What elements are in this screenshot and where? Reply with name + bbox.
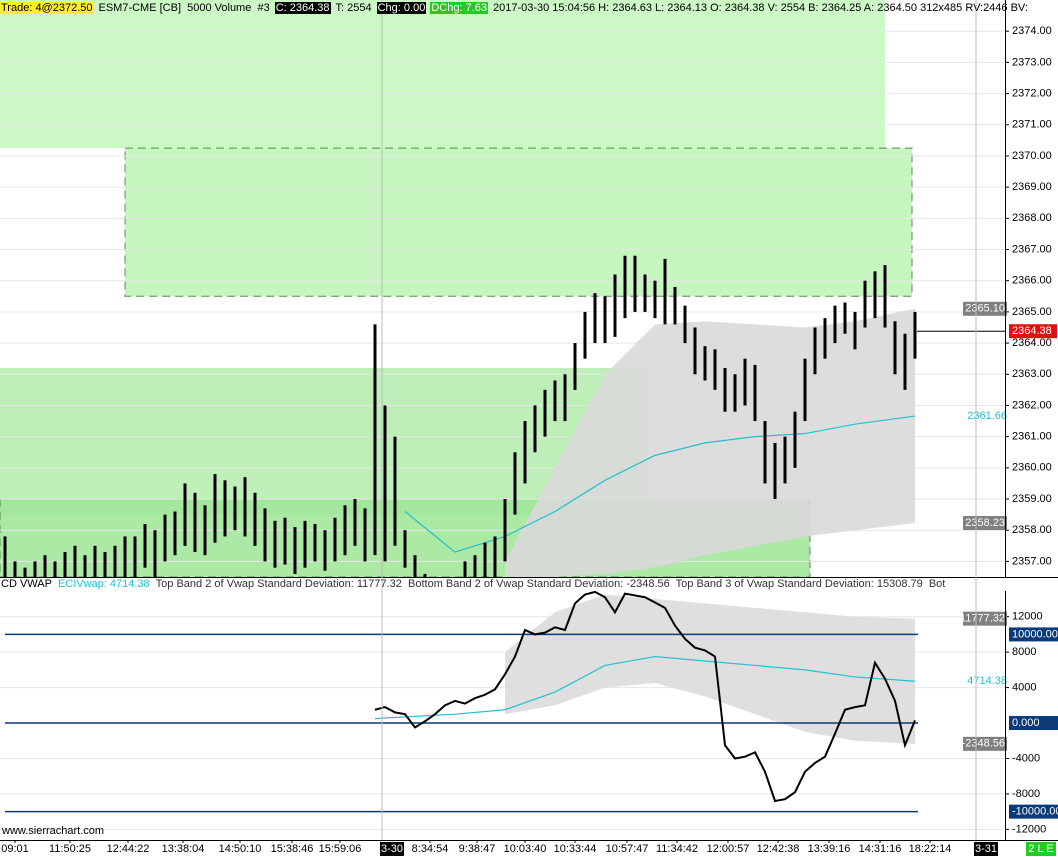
x-tick-label: 12:42:38 <box>757 843 800 855</box>
y-tick-label: 2357.00 <box>1012 555 1052 567</box>
vwap-label: 2361.66 <box>967 410 1007 422</box>
x-tick-label: 10:57:47 <box>606 843 649 855</box>
y-tick-label: 12000 <box>1012 611 1043 623</box>
pane-1 <box>0 591 1005 830</box>
x-tick-label: 14:31:16 <box>859 843 902 855</box>
y-tick-label: 4000 <box>1012 681 1036 693</box>
x-tick-label: 14:50:10 <box>219 843 262 855</box>
vwap-line <box>404 415 916 553</box>
header-item: Chg: 0.00 <box>376 2 427 14</box>
band-box <box>963 301 1007 316</box>
date-tick-label: 3-31 <box>975 843 997 855</box>
x-tick-label: 13:38:04 <box>162 843 205 855</box>
level-box <box>1009 804 1058 819</box>
x-tick-label: 11:50:25 <box>49 843 91 855</box>
status-label: 2 L E <box>1028 843 1053 855</box>
axis-1: 12000 8000 4000 -4000 -8000 -12000 11777.32 100… <box>0 591 1058 856</box>
header-item: DChg: 7.63 <box>430 2 488 14</box>
cumulative-delta <box>374 591 916 803</box>
y-tick-label: -8000 <box>1012 788 1040 800</box>
x-tick-label: 10:33:44 <box>554 843 597 855</box>
last-price-box <box>1009 324 1057 339</box>
x-tick-label: 12:00:57 <box>707 843 750 855</box>
header-item: ECIVwap: 4714.38 <box>57 578 150 590</box>
y-tick-label: 2369.00 <box>1012 181 1052 193</box>
zone <box>0 0 885 149</box>
x-tick-label: 10:03:40 <box>504 843 547 855</box>
price-header: Trade: 4@2372.50 ESM7-CME [CB] 5000 Volum… <box>0 1 1033 15</box>
y-tick-label: 2367.00 <box>1012 243 1052 255</box>
y-tick-label: 2372.00 <box>1012 87 1052 99</box>
date-tick-box <box>974 842 998 856</box>
x-tick-label: 8:34:54 <box>412 843 449 855</box>
level-box <box>1009 627 1058 642</box>
header-item: CD VWAP <box>1 578 52 590</box>
zone <box>124 147 913 297</box>
x-tick-label: 09:01 <box>1 843 29 855</box>
x-tick-label: 12:44:22 <box>107 843 150 855</box>
band-label: 2365.10 <box>965 303 1005 315</box>
band-box <box>963 516 1007 531</box>
date-tick-label: 3-30 <box>381 843 403 855</box>
header-item: 2017-03-30 15:04:56 H: 2364.63 L: 2364.1… <box>492 2 1028 14</box>
y-tick-label: 8000 <box>1012 646 1036 658</box>
y-tick-label: 2362.00 <box>1012 399 1052 411</box>
header-item: Trade: 4@2372.50 <box>0 2 94 14</box>
band-label: -2348.56 <box>962 738 1005 750</box>
y-tick-label: 2365.00 <box>1012 306 1052 318</box>
level-label: 10000.00 <box>1012 628 1058 640</box>
header-item: T: 2554 <box>335 2 372 14</box>
band-box <box>963 611 1007 626</box>
axis-0: 2357.00 2358.00 2359.00 2360.00 2361.00 2362.… <box>0 0 1058 578</box>
vwap-label: 4714.38 <box>967 675 1007 687</box>
indicator-header: CD VWAP ECIVwap: 4714.38 Top Band 2 of Vwa… <box>0 577 950 591</box>
deviation-band <box>505 594 915 744</box>
level-label: -10000.00 <box>1012 806 1058 818</box>
x-tick-label: 15:38:46 <box>271 843 314 855</box>
y-tick-label: 2366.00 <box>1012 275 1052 287</box>
band-label: 2358.23 <box>965 517 1005 529</box>
y-tick-label: 2359.00 <box>1012 493 1052 505</box>
deviation-band <box>505 308 915 577</box>
x-tick-label: 11:34:42 <box>656 843 698 855</box>
header-item: ESM7-CME [CB] 5000 Volume #3 <box>98 2 270 14</box>
level-box <box>1009 716 1058 731</box>
y-tick-label: 2374.00 <box>1012 25 1052 37</box>
band-box <box>963 736 1007 751</box>
y-tick-label: 2370.00 <box>1012 150 1052 162</box>
y-tick-label: -4000 <box>1012 752 1040 764</box>
x-tick-label: 15:59:06 <box>319 843 362 855</box>
header-item: Top Band 2 of Vwap Standard Deviation: 1… <box>155 578 946 590</box>
band-label: 11777.32 <box>960 613 1005 625</box>
y-tick-label: -12000 <box>1012 823 1046 835</box>
y-tick-label: 2360.00 <box>1012 462 1052 474</box>
x-tick-label: 13:39:16 <box>808 843 851 855</box>
status-box <box>1026 842 1056 856</box>
last-price-label: 2364.38 <box>1012 325 1052 337</box>
zone <box>0 368 648 515</box>
y-tick-label: 2364.00 <box>1012 337 1052 349</box>
header-item: C: 2364.38 <box>274 2 331 14</box>
y-tick-label: 2363.00 <box>1012 368 1052 380</box>
x-tick-label: 9:38:47 <box>459 843 496 855</box>
pane-0 <box>0 0 1005 577</box>
y-tick-label: 2368.00 <box>1012 212 1052 224</box>
y-tick-label: 2361.00 <box>1012 431 1052 443</box>
date-tick-box <box>380 842 404 856</box>
y-tick-label: 2371.00 <box>1012 119 1052 131</box>
y-tick-label: 2373.00 <box>1012 56 1052 68</box>
y-tick-label: 2358.00 <box>1012 524 1052 536</box>
x-tick-label: 18:22:14 <box>909 843 952 855</box>
vwap-line <box>374 655 916 720</box>
level-label: 0.000 <box>1012 717 1040 729</box>
watermark: www.sierrachart.com <box>1 825 104 837</box>
